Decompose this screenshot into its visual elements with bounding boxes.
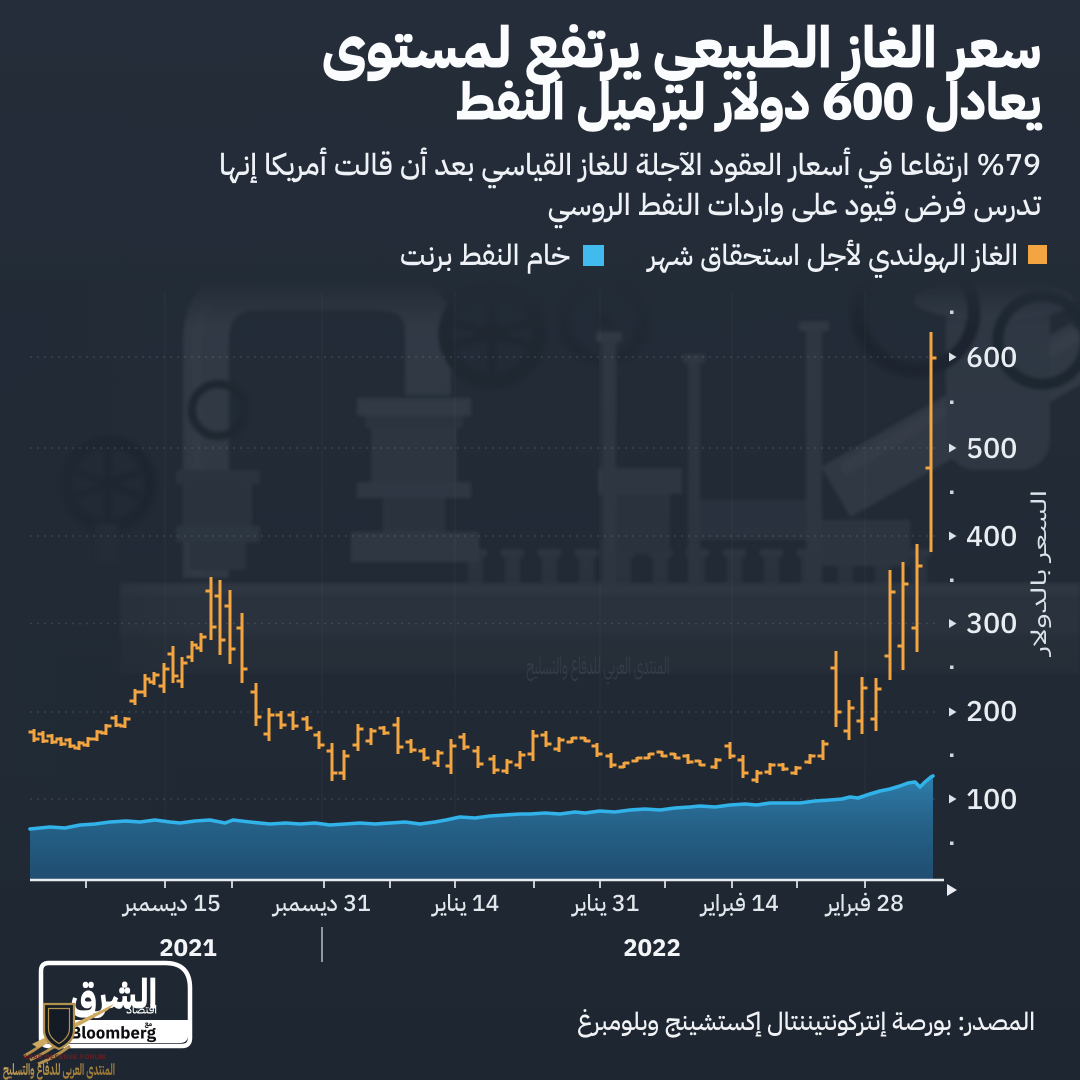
- svg-text:ARAB DEFENSE FORUM: ARAB DEFENSE FORUM: [23, 1054, 105, 1061]
